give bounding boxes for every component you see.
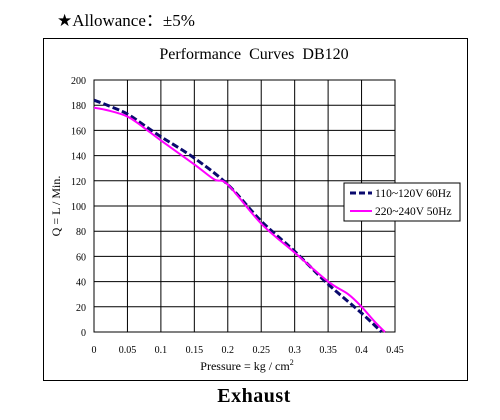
y-tick-label-2: 40 — [76, 278, 86, 289]
legend-box — [343, 182, 461, 222]
y-tick-label-6: 120 — [71, 177, 86, 188]
series-line-1 — [93, 106, 386, 333]
legend: 110~120V 60Hz 220~240V 50Hz — [343, 182, 461, 222]
y-tick-label-4: 80 — [76, 227, 86, 238]
y-tick-label-8: 160 — [71, 126, 86, 137]
allowance-note: ★Allowance：±5% — [57, 11, 195, 30]
caption: Exhaust — [217, 385, 291, 407]
x-tick-label-4: 0.2 — [222, 345, 235, 356]
x-tick-label-3: 0.15 — [186, 345, 204, 356]
x-tick-label-6: 0.3 — [288, 345, 301, 356]
legend-label-0: 110~120V 60Hz — [375, 188, 451, 200]
y-tick-label-9: 180 — [71, 101, 86, 112]
x-axis-label-superscript: 2 — [290, 358, 294, 367]
x-tick-label-2: 0.1 — [155, 345, 168, 356]
y-tick-label-7: 140 — [71, 152, 86, 163]
x-tick-labels: 0 0.05 0.1 0.15 0.2 0.25 0.3 0.35 0.4 0.45 — [92, 345, 404, 356]
y-tick-label-3: 60 — [76, 252, 86, 263]
x-tick-label-1: 0.05 — [119, 345, 137, 356]
y-tick-label-10: 200 — [71, 76, 86, 87]
legend-label-1: 220~240V 50Hz — [375, 206, 452, 218]
x-tick-label-0: 0 — [92, 345, 97, 356]
x-tick-label-5: 0.25 — [252, 345, 270, 356]
y-axis-label: Q = L / Min. — [49, 176, 63, 237]
y-tick-labels: 0 20 40 60 80 100 120 140 160 180 200 — [71, 76, 86, 339]
x-axis-label-text: Pressure = kg / cm — [200, 359, 290, 373]
y-tick-label-5: 100 — [71, 202, 86, 213]
series-line-0 — [93, 98, 383, 334]
series-lines — [93, 98, 386, 334]
x-tick-label-8: 0.4 — [355, 345, 368, 356]
y-tick-label-0: 0 — [81, 328, 86, 339]
x-tick-label-9: 0.45 — [386, 345, 404, 356]
y-tick-label-1: 20 — [76, 303, 86, 314]
chart-frame — [43, 38, 468, 381]
x-axis-label: Pressure = kg / cm2 — [200, 358, 293, 373]
chart-title: Performance Curves DB120 — [159, 46, 348, 63]
x-tick-label-7: 0.35 — [319, 345, 337, 356]
